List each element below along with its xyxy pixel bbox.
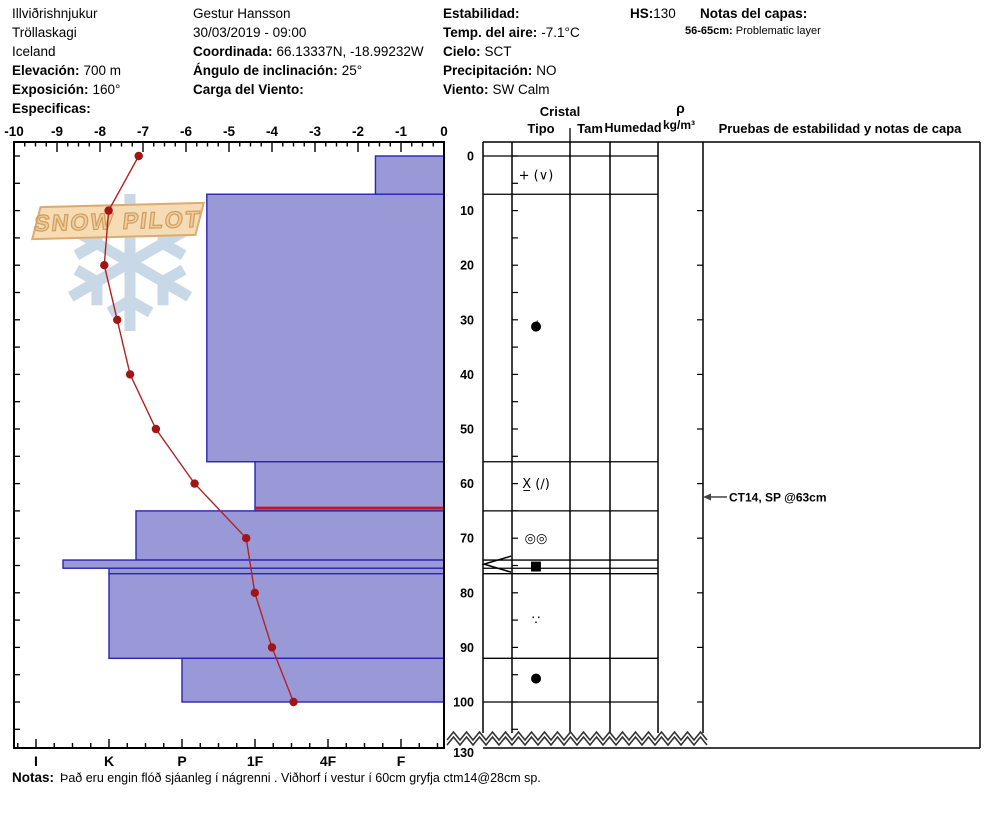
hs-row: HS:130 <box>630 6 676 21</box>
temperature-point <box>134 151 143 161</box>
column-header-tipo: Tipo <box>527 121 555 136</box>
column-header-rho: ρ <box>676 100 685 116</box>
layer-hardness-bar <box>135 510 445 561</box>
depth-label: 50 <box>460 423 474 437</box>
location-country: Iceland <box>12 44 56 59</box>
observation-datetime: 30/03/2019 - 09:00 <box>193 25 307 40</box>
temperature-point <box>125 370 135 379</box>
grain-type-symbol: ◎◎ <box>525 532 548 547</box>
depth-break-label: 130 <box>453 746 474 760</box>
hardness-axis-label: K <box>104 753 114 769</box>
temp-axis-label: -9 <box>51 124 63 139</box>
temperature-point <box>113 315 122 324</box>
temperature-point <box>267 643 277 652</box>
elevation-row: Elevación: 700 m <box>12 63 122 78</box>
sky-row: Cielo: SCT <box>443 44 512 59</box>
layer-notes-title: Notas del capas: <box>700 6 808 21</box>
layer-of-concern-marker <box>481 555 512 573</box>
hardness-axis-label: I <box>34 753 38 769</box>
test-arrow-head <box>703 493 711 501</box>
layer-note-row: 56-65cm: Problematic layer <box>685 25 821 37</box>
hardness-axis-label: 4F <box>320 753 337 769</box>
grain-type-symbol: ∵ <box>532 614 540 629</box>
column-header-tam: Tam <box>577 121 603 136</box>
depth-label: 80 <box>460 586 474 600</box>
incline-row: Ángulo de inclinación: 25° <box>193 63 363 78</box>
depth-break-zigzag <box>446 735 708 747</box>
column-header-humedad: Humedad <box>604 121 662 135</box>
snowflake-watermark-icon: ❄ <box>51 157 209 376</box>
specifics-row: Especificas: <box>12 101 91 116</box>
stability-test-label: CT14, SP @63cm <box>729 490 827 504</box>
layer-hardness-bar <box>108 572 445 660</box>
temp-axis-label: -6 <box>180 124 192 139</box>
header-conditions-block: Estabilidad: Temp. del aire: -7.1°C Cielo… <box>443 4 580 99</box>
hardness-axis-label: F <box>397 753 406 769</box>
hardness-axis-label: 1F <box>247 753 264 769</box>
temp-axis-label: -8 <box>94 124 106 139</box>
windload-row: Carga del Viento: <box>193 82 304 97</box>
column-header-cristal: Cristal <box>539 104 581 119</box>
depth-label: 70 <box>460 532 474 546</box>
temp-axis-label: 0 <box>440 124 448 139</box>
coordinates-row: Coordinada: 66.13337N, -18.99232W <box>193 44 424 59</box>
observer-name: Gestur Hansson <box>193 6 291 21</box>
grain-type-symbol: ●∕ <box>530 319 541 334</box>
layer-hardness-bar <box>374 155 445 195</box>
temp-axis-label: -3 <box>309 124 321 139</box>
header-location-block: Illviðrishnjukur Tröllaskagi Iceland Ele… <box>12 4 121 118</box>
temperature-point <box>104 206 113 215</box>
layer-hardness-bar <box>206 193 445 463</box>
grain-type-symbol: ● <box>530 671 541 686</box>
stability-row: Estabilidad: <box>443 6 520 21</box>
temp-axis-label: -10 <box>4 124 24 139</box>
depth-label: 0 <box>467 150 474 164</box>
layer-hardness-bar <box>181 657 445 703</box>
depth-label: 60 <box>460 477 474 491</box>
depth-label: 20 <box>460 259 474 273</box>
temp-axis-label: -2 <box>352 124 364 139</box>
grain-type-symbol: ■ <box>530 559 542 574</box>
column-header-stability-tests: Pruebas de estabilidad y notas de capa <box>718 121 962 136</box>
depth-label: 40 <box>460 368 474 382</box>
location-name: Illviðrishnjukur <box>12 6 98 21</box>
grain-type-symbol: + (∨) <box>519 169 554 184</box>
temperature-point <box>242 534 251 543</box>
grain-type-symbol: X̲ (∕) <box>522 477 550 492</box>
footer-notes: Notas: Það eru engin flóð sjáanleg í nágr… <box>12 770 541 785</box>
temp-axis-label: -4 <box>266 124 278 139</box>
precip-row: Precipitación: NO <box>443 63 557 78</box>
location-region: Tröllaskagi <box>12 25 77 40</box>
temperature-point <box>250 588 259 597</box>
hardness-axis-label: P <box>177 753 186 769</box>
layer-hardness-bar <box>62 559 445 569</box>
column-header-rho-units: kg/m³ <box>662 118 695 132</box>
layer-hardness-bar <box>108 567 445 575</box>
airtemp-row: Temp. del aire: -7.1°C <box>443 25 580 40</box>
layer-hardness-bar <box>254 461 445 512</box>
header-observer-block: Gestur Hansson 30/03/2019 - 09:00 Coordi… <box>193 4 424 99</box>
temperature-point <box>289 697 298 707</box>
temp-axis-label: -1 <box>395 124 407 139</box>
temp-axis-label: -5 <box>223 124 235 139</box>
temperature-point <box>190 479 199 488</box>
temp-axis-label: -7 <box>137 124 149 139</box>
depth-label: 10 <box>460 204 474 218</box>
wind-row: Viento: SW Calm <box>443 82 550 97</box>
aspect-row: Exposición: 160° <box>12 82 121 97</box>
depth-label: 30 <box>460 313 474 327</box>
depth-label: 100 <box>453 696 474 710</box>
depth-label: 90 <box>460 641 474 655</box>
depth-break-zigzag <box>446 730 708 742</box>
temperature-point <box>100 261 109 270</box>
temperature-point <box>151 424 161 434</box>
